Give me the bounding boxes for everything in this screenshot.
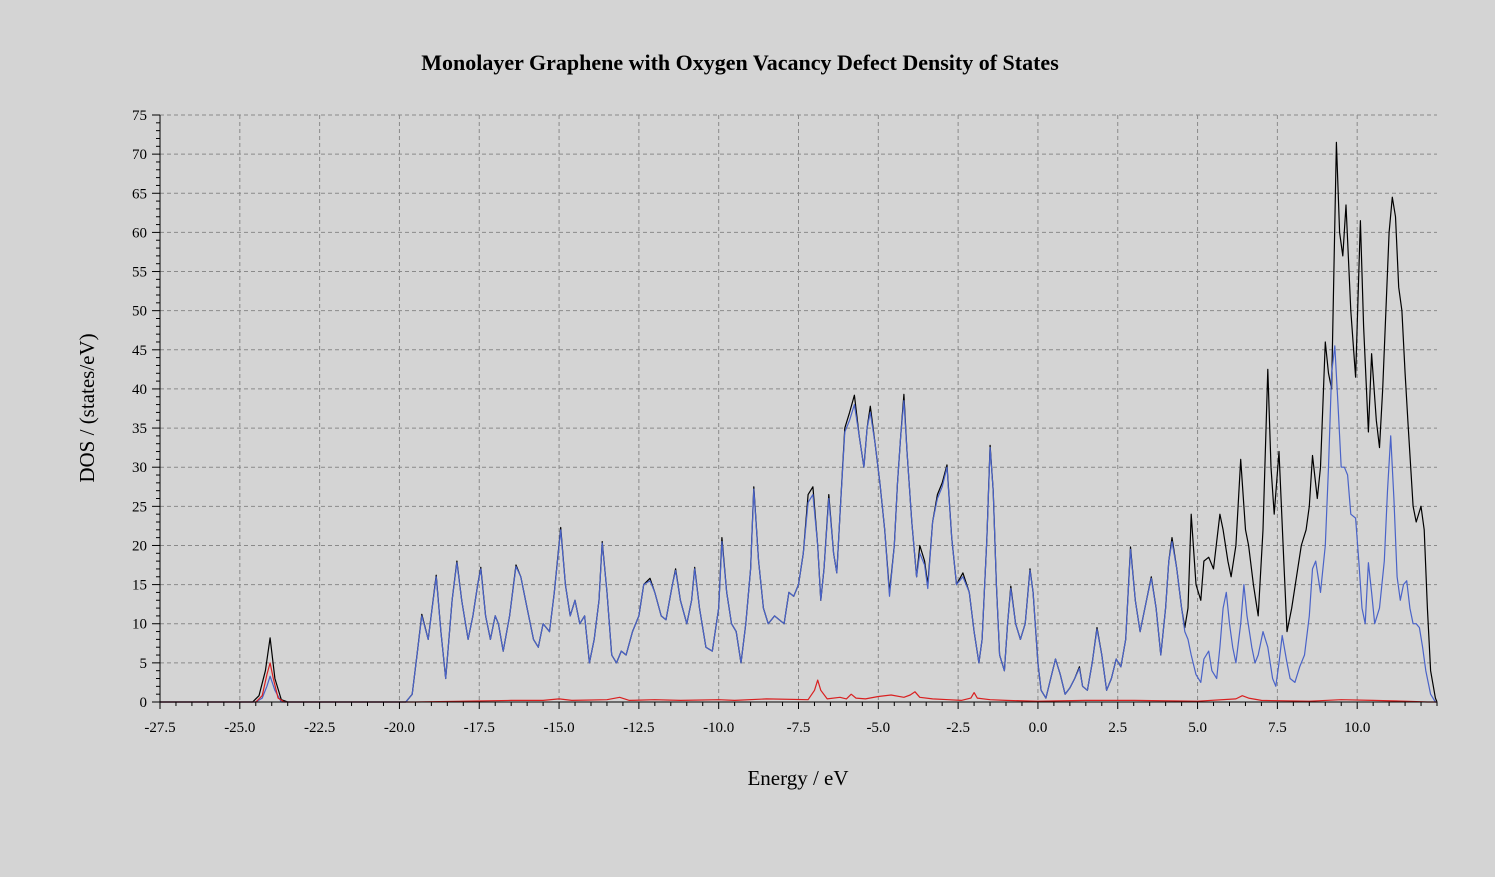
y-tick-label: 0 xyxy=(140,695,148,711)
y-tick-label: 75 xyxy=(132,108,147,124)
x-tick-label: -7.5 xyxy=(787,720,811,736)
grid-lines xyxy=(160,114,1437,702)
y-ticks: 0 5 10 15 20 25 30 35 40 45 50 55 60 65 70 75 xyxy=(132,108,160,711)
x-tick-label: -22.5 xyxy=(304,720,335,736)
y-tick-label: 35 xyxy=(132,421,147,437)
x-axis-label: Energy / eV xyxy=(747,766,848,790)
y-tick-label: 5 xyxy=(140,656,148,672)
x-ticks: -27.5 -25.0 -22.5 -20.0 -17.5 -15.0 -12.5 -10.0… xyxy=(144,702,1438,736)
x-tick-label: 0.0 xyxy=(1029,720,1048,736)
x-tick-label: 7.5 xyxy=(1268,720,1287,736)
y-tick-label: 40 xyxy=(132,382,147,398)
x-tick-label: -15.0 xyxy=(543,720,574,736)
y-tick-label: 55 xyxy=(132,265,147,281)
x-tick-label: 5.0 xyxy=(1188,720,1207,736)
x-tick-label: -10.0 xyxy=(703,720,734,736)
x-tick-label: 2.5 xyxy=(1108,720,1127,736)
y-tick-label: 20 xyxy=(132,538,147,554)
y-axis-label: DOS / (states/eV) xyxy=(75,333,99,482)
y-tick-label: 65 xyxy=(132,186,147,202)
y-tick-label: 50 xyxy=(132,304,147,320)
x-tick-label: -12.5 xyxy=(623,720,654,736)
y-tick-label: 70 xyxy=(132,147,147,163)
x-tick-label: -17.5 xyxy=(464,720,495,736)
series-line-3 xyxy=(160,662,1437,703)
chart-title: Monolayer Graphene with Oxygen Vacancy D… xyxy=(421,50,1059,75)
x-tick-label: -2.5 xyxy=(946,720,970,736)
x-tick-label: 10.0 xyxy=(1344,720,1370,736)
x-tick-label: -5.0 xyxy=(866,720,890,736)
series-line-1 xyxy=(160,141,1438,703)
series-lines xyxy=(160,141,1438,703)
x-tick-label: -20.0 xyxy=(384,720,415,736)
x-tick-label: -27.5 xyxy=(144,720,175,736)
y-tick-label: 10 xyxy=(132,617,147,633)
series-line-2 xyxy=(160,345,1437,703)
y-tick-label: 25 xyxy=(132,499,147,515)
y-tick-label: 60 xyxy=(132,225,147,241)
y-tick-label: 45 xyxy=(132,343,147,359)
y-tick-label: 30 xyxy=(132,460,147,476)
x-tick-label: -25.0 xyxy=(224,720,255,736)
y-tick-label: 15 xyxy=(132,578,147,594)
